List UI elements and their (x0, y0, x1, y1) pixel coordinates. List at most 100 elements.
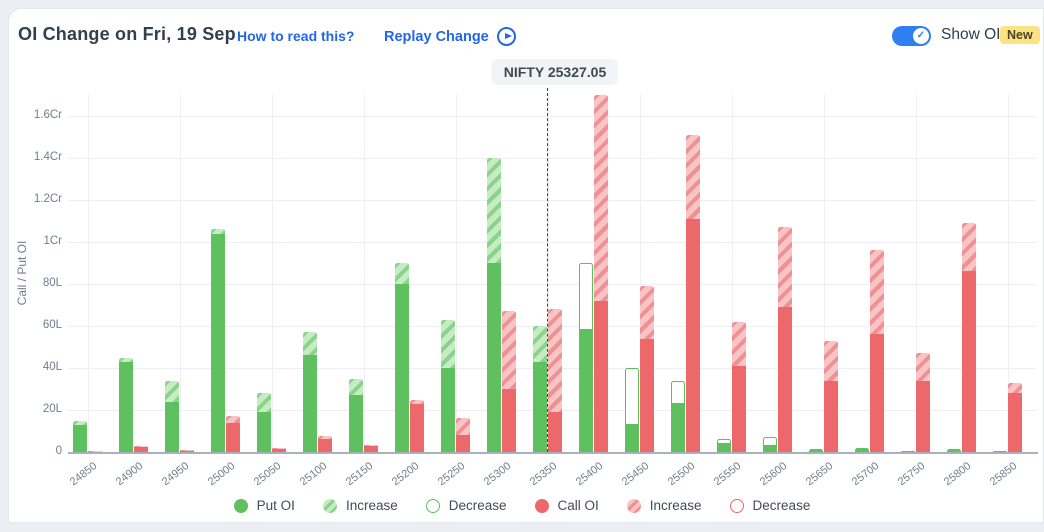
call-bar-25850-increase (1008, 382, 1022, 394)
put-bar-25550-decrease (717, 439, 731, 444)
call-bar-25150-solid (364, 445, 378, 452)
call-bar-25050[interactable] (272, 0, 286, 452)
legend-item-put-increase[interactable]: Increase (322, 498, 398, 513)
call-bar-25000[interactable] (226, 0, 240, 452)
new-badge: New (1000, 26, 1040, 44)
call-bar-25050-solid (272, 449, 286, 452)
put-bar-25150[interactable] (349, 0, 363, 452)
legend-item-call-oi[interactable]: Call OI (534, 498, 599, 513)
call-bar-24900-solid (134, 447, 148, 452)
put-bar-25700[interactable] (855, 0, 869, 452)
call-bar-25200-solid (410, 403, 424, 452)
put-bar-24850-increase (73, 420, 87, 425)
call-bar-25500[interactable] (686, 0, 700, 452)
put-bar-25000[interactable] (211, 0, 225, 452)
call-bar-25800-increase (962, 223, 976, 272)
legend-label: Put OI (256, 498, 295, 513)
toggle-check-icon: ✓ (913, 28, 929, 44)
call-bar-25300[interactable] (502, 0, 516, 452)
put-bar-25650[interactable] (809, 0, 823, 452)
put-bar-25600-solid (763, 445, 777, 452)
chart-legend: Put OI Increase Decrease Call OI Increas… (0, 498, 1044, 513)
call-bar-25350[interactable] (548, 0, 562, 452)
call-bar-25250-increase (456, 418, 470, 436)
put-bar-25150-increase (349, 378, 363, 396)
put-bar-25400-decrease (579, 263, 593, 331)
call-bar-25700[interactable] (870, 0, 884, 452)
call-bar-25450[interactable] (640, 0, 654, 452)
call-bar-25000-solid (226, 422, 240, 452)
put-bar-24950[interactable] (165, 0, 179, 452)
put-bar-25300-solid (487, 263, 501, 452)
put-bar-25200-increase (395, 263, 409, 284)
page-title: OI Change on Fri, 19 Sep (18, 24, 236, 44)
call-bar-25800[interactable] (962, 0, 976, 452)
call-bar-25100[interactable] (318, 0, 332, 452)
call-bar-25400-solid (594, 300, 608, 452)
put-bar-25500[interactable] (671, 0, 685, 452)
put-bar-25400[interactable] (579, 0, 593, 452)
call-bar-25700-increase (870, 250, 884, 335)
put-bar-25200[interactable] (395, 0, 409, 452)
put-bar-25350[interactable] (533, 0, 547, 452)
legend-item-call-decrease[interactable]: Decrease (729, 498, 810, 513)
put-bar-25450[interactable] (625, 0, 639, 452)
put-bar-25600[interactable] (763, 0, 777, 452)
put-bar-24900-solid (119, 361, 133, 452)
put-bar-25100[interactable] (303, 0, 317, 452)
legend-item-call-increase[interactable]: Increase (626, 498, 702, 513)
call-bar-25550[interactable] (732, 0, 746, 452)
put-bar-25350-increase (533, 326, 547, 362)
call-bar-25750-solid (916, 380, 930, 452)
call-increase-swatch-icon (626, 498, 641, 513)
replay-change-label: Replay Change (384, 28, 489, 45)
put-bar-25100-solid (303, 355, 317, 452)
call-bar-25750[interactable] (916, 0, 930, 452)
call-bar-25150[interactable] (364, 0, 378, 452)
call-bar-25250[interactable] (456, 0, 470, 452)
call-bar-25100-solid (318, 439, 332, 452)
put-bar-25800[interactable] (947, 0, 961, 452)
put-bar-25850[interactable] (993, 0, 1007, 452)
put-bar-25050[interactable] (257, 0, 271, 452)
call-bar-25850-solid (1008, 393, 1022, 452)
put-bar-25050-increase (257, 393, 271, 413)
put-bar-25450-decrease (625, 368, 639, 425)
put-bar-24900-increase (119, 357, 133, 362)
call-bar-24950[interactable] (180, 0, 194, 452)
put-bar-24850[interactable] (73, 0, 87, 452)
call-bar-25550-increase (732, 321, 746, 366)
call-bar-25150-increase (364, 444, 378, 446)
how-to-read-link[interactable]: How to read this? (237, 28, 355, 44)
call-bar-24900[interactable] (134, 0, 148, 452)
put-bar-25300[interactable] (487, 0, 501, 452)
put-increase-swatch-icon (322, 498, 337, 513)
legend-label: Increase (345, 498, 398, 513)
call-bar-24950-increase (180, 449, 194, 451)
call-decrease-swatch-icon (729, 498, 744, 513)
call-bar-25650[interactable] (824, 0, 838, 452)
call-bar-25500-solid (686, 218, 700, 452)
call-bar-25200[interactable] (410, 0, 424, 452)
put-bar-25250[interactable] (441, 0, 455, 452)
call-bar-25850[interactable] (1008, 0, 1022, 452)
legend-item-put-decrease[interactable]: Decrease (425, 498, 507, 513)
put-bar-24950-increase (165, 380, 179, 402)
call-bar-25300-solid (502, 389, 516, 452)
call-bar-25650-solid (824, 380, 838, 452)
oi-change-card (8, 8, 1044, 523)
put-bar-25500-decrease (671, 380, 685, 404)
call-bar-25600[interactable] (778, 0, 792, 452)
put-bar-25800-solid (947, 448, 961, 452)
call-bar-24850[interactable] (88, 0, 102, 452)
put-bar-24900[interactable] (119, 0, 133, 452)
put-bar-24950-solid (165, 401, 179, 452)
call-bar-25750-increase (916, 353, 930, 381)
put-bar-25550[interactable] (717, 0, 731, 452)
show-oi-toggle[interactable]: ✓ (892, 26, 931, 46)
replay-change-button[interactable]: Replay Change (384, 27, 516, 46)
put-bar-25750[interactable] (901, 0, 915, 452)
call-bar-25400[interactable] (594, 0, 608, 452)
legend-item-put-oi[interactable]: Put OI (233, 498, 295, 513)
